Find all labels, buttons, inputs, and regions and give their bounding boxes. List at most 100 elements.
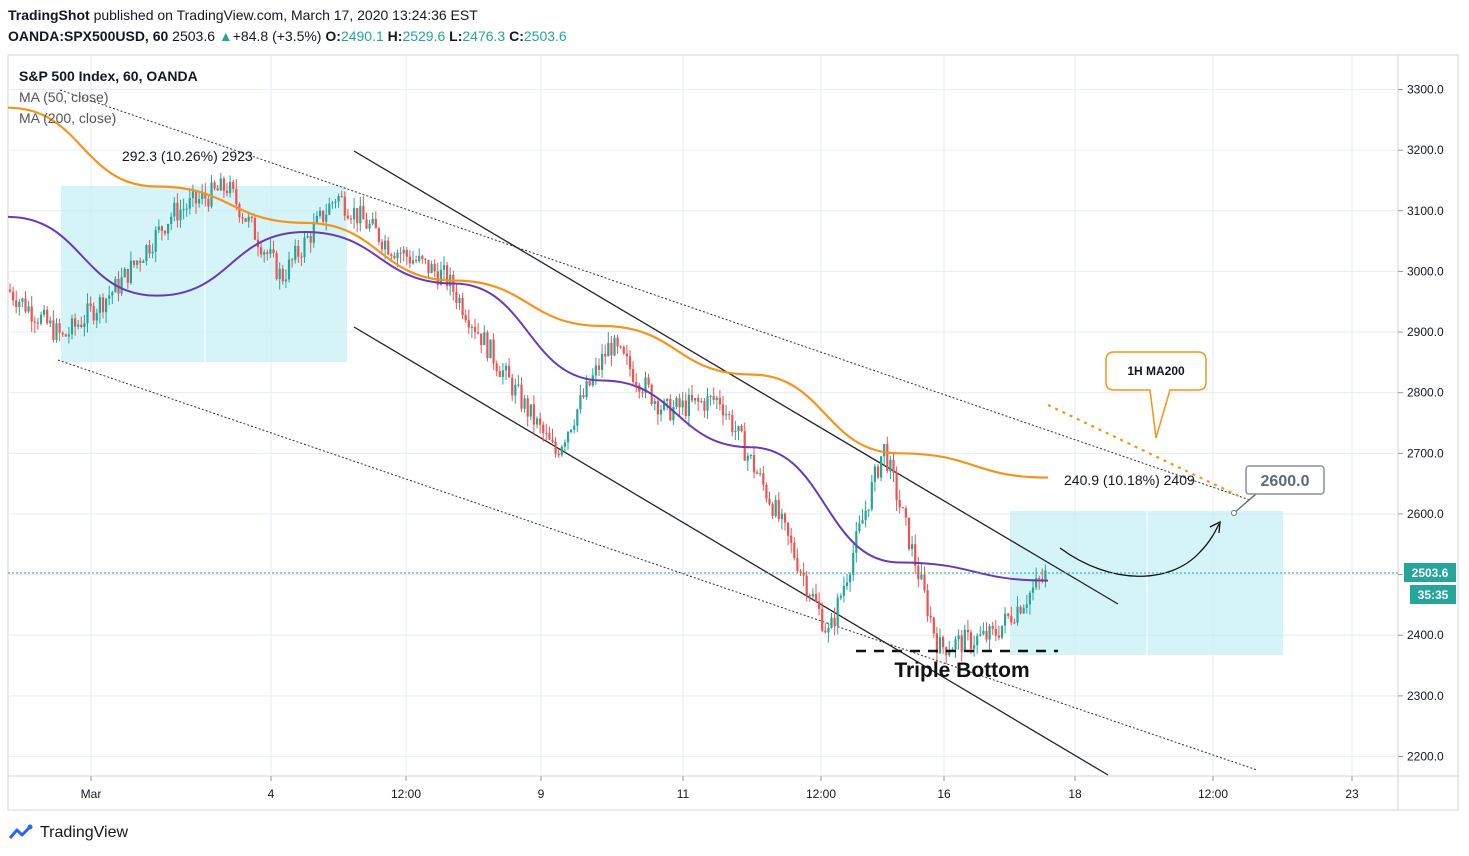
candle-body: [455, 291, 458, 303]
candle-body: [920, 574, 923, 580]
candle-body: [473, 326, 477, 333]
candle-body: [8, 289, 12, 292]
candle-body: [198, 199, 201, 204]
candle-body: [201, 192, 204, 200]
candle-body: [994, 628, 997, 636]
candle-body: [33, 321, 36, 323]
ma50-line[interactable]: [7, 215, 1049, 582]
candle-body: [483, 332, 486, 346]
candle-body: [427, 259, 430, 274]
target-label-box[interactable]: [1245, 465, 1325, 495]
candle-body: [898, 500, 901, 508]
legend-ma50[interactable]: MA (50, close): [19, 89, 109, 105]
candle-body: [728, 414, 731, 416]
candle-body: [901, 507, 904, 509]
candle-body: [576, 409, 579, 426]
candle-body: [1007, 613, 1010, 616]
candle-body: [436, 271, 439, 285]
candle-body: [151, 251, 154, 254]
candle-body: [266, 252, 269, 254]
candle-body: [322, 210, 325, 222]
candle-body: [938, 637, 942, 654]
chart-frame: [7, 54, 1459, 811]
candle-body: [529, 404, 532, 417]
candle-body: [359, 206, 362, 224]
candle-body: [641, 391, 644, 393]
candle-body: [331, 202, 334, 204]
candle-body: [129, 260, 132, 283]
candle-body: [210, 182, 213, 207]
candle-body: [349, 218, 353, 220]
candle-body: [743, 431, 746, 461]
solid-channel-upper[interactable]: [353, 150, 1119, 605]
last-price-tag-text: 2503.6: [1412, 566, 1449, 580]
candle-body: [179, 209, 182, 221]
solid-channel-lower[interactable]: [353, 326, 1109, 776]
footer: TradingView: [8, 820, 128, 846]
candle-body: [635, 382, 638, 385]
candle-body: [52, 320, 55, 341]
candle-body: [501, 370, 504, 377]
candle-body: [390, 254, 393, 256]
candle-body: [579, 395, 582, 410]
candle-body: [148, 245, 151, 254]
candle-body: [675, 398, 678, 408]
candle-body: [539, 418, 542, 425]
candle-body: [405, 249, 408, 257]
price-axis[interactable]: 3300.0 3200.0 3100.0 3000.0 2900.0 2800.0 2700…: [1398, 83, 1444, 764]
candle-body: [30, 306, 33, 322]
callout-box[interactable]: [1105, 351, 1207, 439]
candle-body: [771, 504, 774, 516]
candle-body: [861, 520, 864, 524]
candle-body: [830, 617, 833, 628]
candle-body: [644, 377, 647, 393]
candle-body: [619, 346, 622, 348]
candle-body: [67, 334, 70, 337]
candle-body: [421, 255, 424, 259]
candle-body: [136, 260, 139, 265]
time-tick-label: 9: [538, 787, 545, 801]
candle-body: [204, 192, 207, 199]
candle-body: [105, 298, 108, 313]
time-axis[interactable]: Mar 4 12:00 9 11 12:00 16 18 12:00 23: [81, 776, 1359, 801]
candle-body: [985, 630, 988, 640]
candle-body: [430, 264, 433, 274]
price-tick-label: 2300.0: [1407, 689, 1444, 703]
candle-body: [15, 300, 18, 308]
legend-ma200[interactable]: MA (200, close): [19, 110, 117, 126]
candle-body: [715, 397, 718, 400]
candle-body: [498, 371, 501, 377]
tradingview-logo-icon[interactable]: [8, 824, 34, 842]
candle-body: [142, 261, 145, 263]
price-tick-label: 3200.0: [1407, 143, 1444, 157]
candle-body: [585, 381, 588, 398]
ma200-line[interactable]: [7, 106, 1049, 479]
candle-body: [263, 252, 266, 255]
candle-body: [787, 522, 790, 536]
candle-body: [275, 253, 278, 280]
candle-body: [222, 178, 225, 191]
measure-box-1[interactable]: [61, 186, 347, 362]
legend-title: S&P 500 Index, 60, OANDA: [19, 68, 198, 84]
callout-text: 1H MA200: [1127, 364, 1185, 378]
candle-body: [514, 384, 517, 396]
triple-bottom-label: Triple Bottom: [894, 659, 1029, 682]
open-label: O:: [325, 28, 341, 44]
tradingview-brand[interactable]: TradingView: [40, 824, 129, 841]
candle-body: [340, 195, 343, 197]
candle-body: [238, 204, 241, 218]
candle-body: [213, 182, 216, 189]
candle-body: [260, 247, 263, 255]
candle-body: [300, 256, 303, 258]
candle-body: [842, 586, 845, 596]
projection-curve[interactable]: [1059, 523, 1220, 577]
dotted-channel-lower[interactable]: [57, 359, 1258, 771]
candle-body: [470, 326, 473, 328]
candle-body: [523, 398, 526, 409]
publisher-name[interactable]: TradingShot: [8, 7, 90, 23]
dotted-channel-upper[interactable]: [59, 89, 1251, 501]
candle-body: [659, 409, 663, 415]
candle-body: [594, 365, 597, 376]
candle-body: [328, 203, 331, 215]
